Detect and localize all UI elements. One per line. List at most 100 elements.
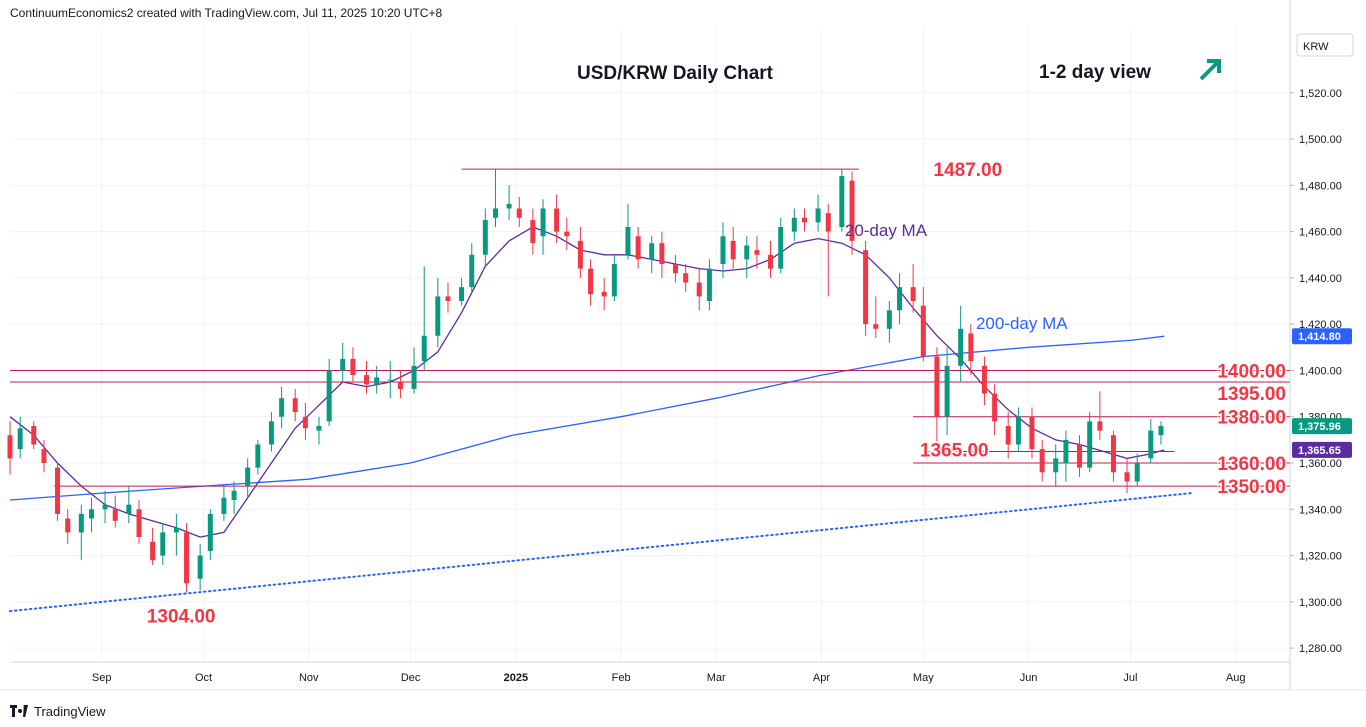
candle-body — [173, 527, 179, 533]
candle-body — [207, 513, 213, 551]
price-badge: 1,414.80 — [1292, 328, 1352, 345]
candle-body — [88, 509, 94, 519]
candle — [1158, 421, 1164, 445]
candle-body — [255, 444, 261, 468]
candle — [968, 324, 974, 376]
support-trendline — [9, 492, 1193, 613]
candle-body — [78, 513, 84, 533]
candle — [683, 264, 689, 292]
candle — [184, 523, 190, 593]
candle — [506, 185, 512, 221]
candle-body — [326, 370, 332, 422]
candle-body — [815, 208, 821, 223]
candle-body — [55, 467, 61, 514]
candle — [459, 277, 465, 306]
candle-body — [102, 504, 108, 510]
candle-body — [435, 296, 441, 336]
candle — [958, 305, 964, 383]
candle — [255, 439, 261, 475]
x-tick-label: Oct — [195, 672, 212, 684]
level-label: 1365.00 — [920, 440, 989, 461]
candle-body — [1158, 425, 1164, 436]
candle-body — [292, 398, 298, 413]
candle — [1110, 430, 1116, 482]
candle-body — [302, 416, 308, 429]
ma-200-label: 200-day MA — [976, 314, 1068, 333]
candle — [730, 226, 736, 269]
candle-body — [1134, 463, 1140, 482]
candle-body — [112, 509, 118, 521]
candle-body — [791, 217, 797, 232]
candle — [706, 259, 712, 311]
candle-body — [221, 497, 227, 514]
view-label: 1-2 day view — [1039, 62, 1151, 83]
candle-body — [992, 393, 998, 422]
candle-body — [445, 296, 451, 302]
candle — [374, 365, 380, 394]
level-lines — [10, 168, 1290, 487]
price-badge-label: 1,414.80 — [1298, 331, 1341, 343]
candle — [516, 196, 522, 227]
candle — [482, 208, 488, 267]
chart-caption: ContinuumEconomics2 created with Trading… — [10, 6, 443, 20]
candle-body — [588, 268, 594, 295]
candle — [992, 384, 998, 436]
price-badge-label: 1,365.65 — [1298, 445, 1341, 457]
candle-body — [1015, 416, 1021, 445]
currency-badge[interactable]: KRW — [1296, 33, 1354, 57]
candle-body — [530, 220, 536, 244]
candle — [801, 208, 807, 232]
candle — [397, 370, 403, 399]
candle — [934, 347, 940, 454]
candle-body — [268, 421, 274, 445]
candle-body — [659, 243, 665, 265]
candle — [981, 356, 987, 406]
candle-body — [730, 240, 736, 260]
level-label: 1487.00 — [934, 160, 1003, 181]
x-tick-label: Dec — [401, 672, 421, 684]
x-tick-label: May — [913, 672, 934, 684]
candle — [302, 402, 308, 440]
candle — [411, 347, 417, 394]
candle-body — [754, 250, 760, 255]
candle — [635, 226, 641, 269]
candle — [350, 347, 356, 383]
candle-body — [696, 282, 702, 297]
candle-body — [873, 324, 879, 329]
candle — [611, 254, 617, 302]
candle — [1005, 412, 1011, 459]
candle-body — [968, 333, 974, 362]
currency-label: KRW — [1303, 41, 1329, 53]
candle — [720, 222, 726, 278]
candle-body — [863, 250, 869, 325]
candle — [825, 203, 831, 297]
candle-body — [801, 217, 807, 223]
candle — [421, 266, 427, 371]
candle — [316, 416, 322, 445]
candle-body — [910, 287, 916, 302]
candle-body — [245, 467, 251, 487]
candle — [173, 513, 179, 556]
candle-body — [920, 305, 926, 357]
price-badge: 1,365.65 — [1292, 441, 1352, 458]
candle-body — [1110, 435, 1116, 473]
x-tick-label: Nov — [299, 672, 319, 684]
candle-body — [493, 208, 499, 218]
candle-body — [601, 291, 607, 297]
footer: TradingView — [10, 700, 106, 722]
candle — [231, 481, 237, 514]
candle-body — [397, 382, 403, 389]
low-point-label: 1304.00 — [147, 607, 216, 628]
candle-body — [65, 518, 71, 533]
candle — [197, 543, 203, 591]
level-label: 1400.00 — [1217, 361, 1286, 382]
candle — [445, 282, 451, 313]
candle — [435, 277, 441, 348]
candle — [1076, 435, 1082, 477]
candle — [245, 458, 251, 498]
candle — [55, 463, 61, 521]
footer-brand[interactable]: TradingView — [34, 703, 106, 719]
x-tick-label: Aug — [1226, 672, 1246, 684]
candle — [112, 495, 118, 528]
